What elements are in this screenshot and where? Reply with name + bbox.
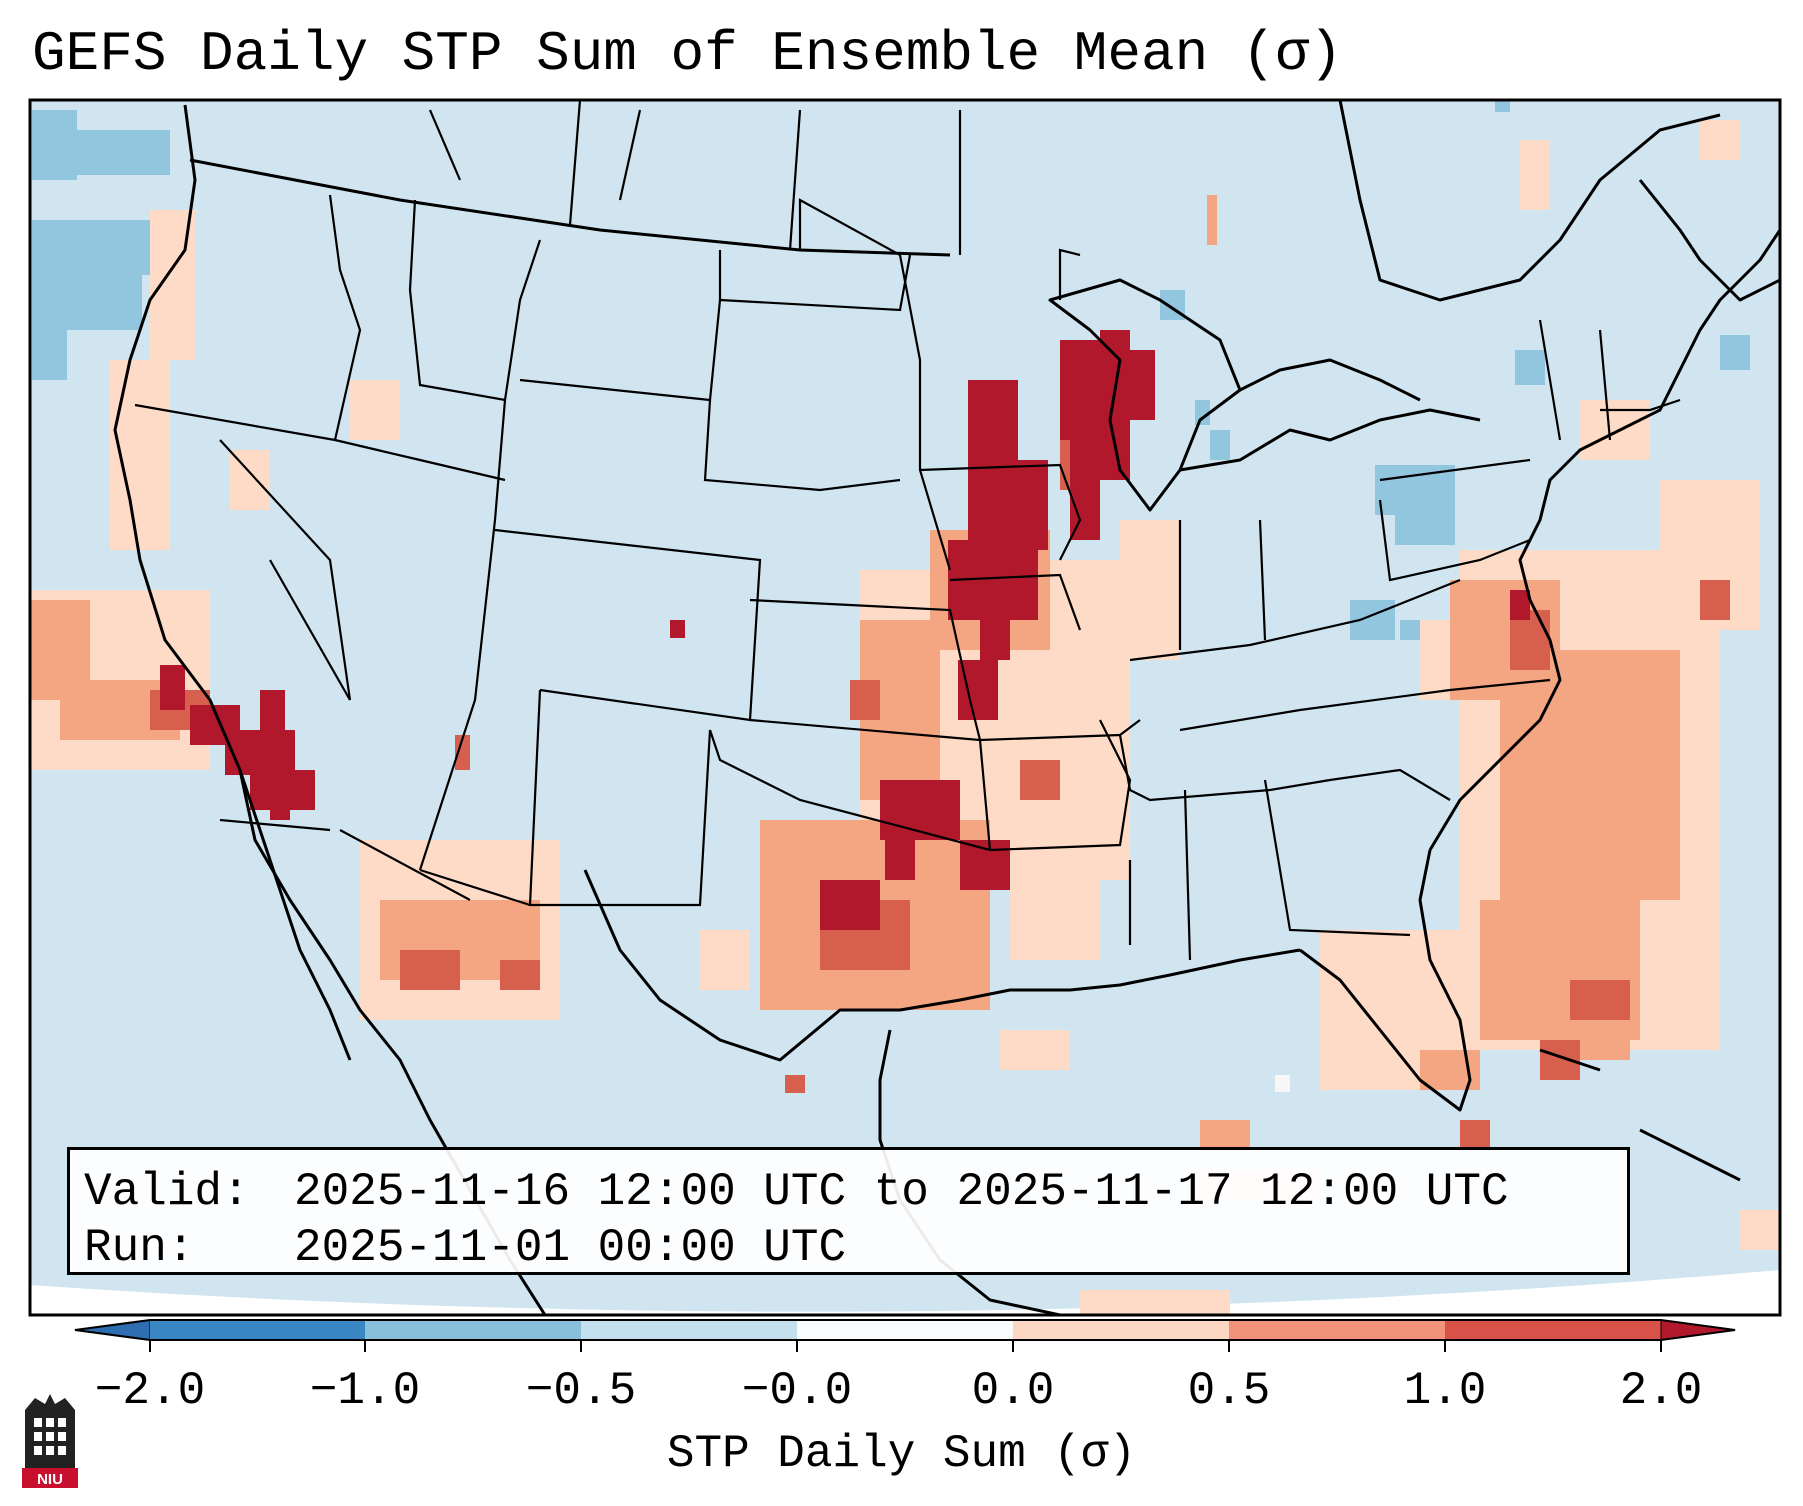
- valid-value: 2025-11-16 12:00 UTC to 2025-11-17 12:00…: [294, 1166, 1509, 1218]
- colorbar-bin-4: [797, 1320, 1013, 1340]
- run-label: Run:: [84, 1222, 195, 1274]
- valid-line: Valid: 2025-11-16 12:00 UTC to 2025-11-1…: [84, 1164, 1613, 1220]
- colorbar-bin-2: [365, 1320, 581, 1340]
- colorbar-bin-5: [1013, 1320, 1229, 1340]
- colorbar-tick-label: 2.0: [1619, 1365, 1703, 1417]
- colorbar-bin-1: [150, 1320, 365, 1340]
- colorbar-tick-label: 0.5: [1187, 1365, 1271, 1417]
- colorbar-over-arrow: [1660, 1319, 1736, 1341]
- near-zero-cell: [1275, 1075, 1290, 1092]
- stp-anomaly-field: [30, 100, 1780, 1315]
- colorbar-bin-7: [1445, 1320, 1661, 1340]
- colorbar-tick-label: −0.0: [741, 1365, 853, 1417]
- colorbar-tick-label: −1.0: [309, 1365, 421, 1417]
- projection-edge: [30, 1270, 1780, 1315]
- niu-logo: NIU: [22, 1394, 78, 1488]
- colorbar-bin-6: [1229, 1320, 1445, 1340]
- colorbar-bin-3: [581, 1320, 797, 1340]
- colorbar-under-arrow: [74, 1319, 151, 1341]
- map-frame: [28, 98, 1782, 1317]
- negative-anomaly-cells: [32, 100, 1750, 640]
- colorbar-tick-label: 0.0: [971, 1365, 1055, 1417]
- run-value: 2025-11-01 00:00 UTC: [294, 1222, 847, 1274]
- colorbar: [74, 1319, 1736, 1352]
- valid-run-info-box: Valid: 2025-11-16 12:00 UTC to 2025-11-1…: [67, 1147, 1630, 1275]
- niu-logo-text: NIU: [37, 1471, 63, 1488]
- run-line: Run: 2025-11-01 00:00 UTC: [84, 1220, 1613, 1276]
- colorbar-tick-label: 1.0: [1403, 1365, 1487, 1417]
- boundaries: [113, 100, 1780, 1315]
- very-strong-positive-cells: [160, 330, 1530, 930]
- colorbar-tick-label: −0.5: [525, 1365, 637, 1417]
- state-borders: [134, 100, 1681, 961]
- colorbar-tick-label: −2.0: [94, 1365, 206, 1417]
- map-title: GEFS Daily STP Sum of Ensemble Mean (σ): [32, 22, 1343, 86]
- valid-label: Valid:: [84, 1166, 250, 1218]
- colorbar-label: STP Daily Sum (σ): [666, 1428, 1137, 1480]
